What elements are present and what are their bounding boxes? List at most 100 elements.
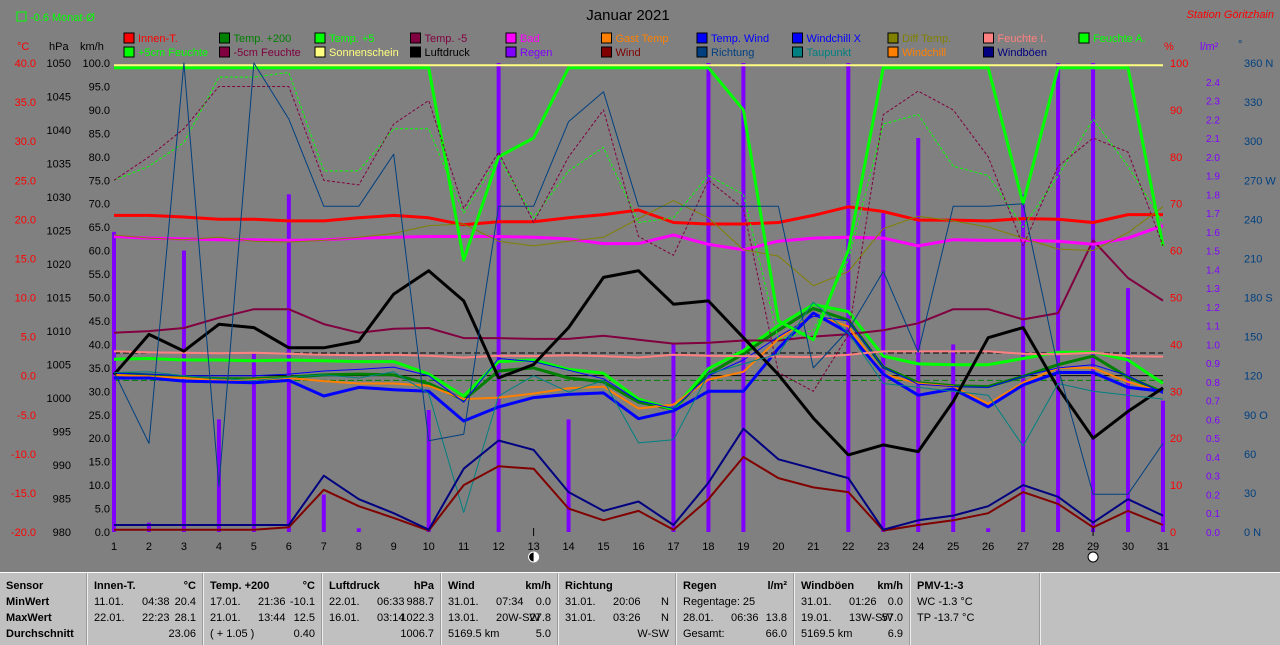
stats-unit: km/h	[525, 580, 551, 592]
hum-tick: 0	[1170, 527, 1176, 539]
press-tick: 1015	[47, 293, 71, 305]
dir-tick: 180 S	[1244, 293, 1273, 305]
dir-tick: 210	[1244, 253, 1262, 265]
rain-bar	[251, 353, 256, 532]
legend-label: Windböen	[998, 47, 1048, 59]
day-tick: 14	[562, 541, 574, 553]
legend-swatch	[887, 46, 899, 58]
legend-label: Regen	[520, 47, 552, 59]
rain-tick: 0.7	[1206, 397, 1220, 408]
press-tick: 1045	[47, 92, 71, 104]
hum-tick: 100	[1170, 58, 1188, 70]
monthly-indicator: -0.6 Monat-Ø	[30, 12, 95, 24]
temp-tick: 30.0	[15, 136, 36, 148]
wind-tick: 45.0	[89, 316, 110, 328]
stats-row: 23.06	[94, 626, 198, 642]
stats-row: TP -13.7 °C	[917, 610, 1035, 626]
stats-header: Wind km/h	[448, 578, 553, 594]
stats-row	[917, 626, 1035, 642]
rain-tick: 0.8	[1206, 378, 1220, 389]
rain-tick: 2.0	[1206, 153, 1220, 164]
stats-header: Luftdruck hPa	[329, 578, 436, 594]
legend-swatch	[983, 46, 994, 58]
press-tick: 1005	[47, 360, 71, 372]
stats-row: 5169.5 km 6.9	[801, 626, 905, 642]
rain-bar	[671, 344, 676, 532]
rain-bar	[496, 63, 501, 532]
day-tick: 8	[356, 541, 362, 553]
dir-tick: 60	[1244, 449, 1256, 461]
stats-cell-value: 1022.3	[400, 612, 434, 624]
series-line-innen-t-	[114, 205, 1163, 227]
stats-block: PMV-1:-3 WC -1.3 °C TP -13.7 °C	[911, 573, 1041, 645]
day-tick: 30	[1122, 541, 1134, 553]
day-tick: 11	[458, 541, 469, 553]
stats-cell-time: 20:06	[613, 596, 641, 608]
series-line-windchill-x	[113, 315, 1164, 409]
rain-tick: 1.7	[1206, 209, 1220, 220]
rain-bar	[986, 528, 991, 532]
temp-tick: 15.0	[15, 253, 36, 265]
temp-tick: -10.0	[11, 449, 36, 461]
series-line-temp-5	[113, 303, 1164, 411]
rain-tick: 0.6	[1206, 415, 1220, 426]
stats-block: Richtung 31.01. 20:06 N 31.01. 03:26 N W-SW	[559, 573, 677, 645]
stats-cell-date: 22.01.	[94, 612, 125, 624]
stats-block: Sensor MinWert MaxWert Durchschnitt	[0, 573, 88, 645]
stats-unit: km/h	[877, 580, 903, 592]
stats-cell-date: 16.01.	[329, 612, 360, 624]
series-line--5cm-feuchte	[113, 71, 1164, 341]
stats-cell-date: 5169.5 km	[801, 628, 853, 640]
series-line--5cm-feuchte	[113, 86, 1164, 392]
temp-tick: 20.0	[15, 214, 36, 226]
dir-tick: 360 N	[1244, 58, 1273, 70]
stats-header: Sensor	[6, 578, 82, 594]
stats-row: 21.01. 13:44 12.5	[210, 610, 317, 626]
rain-bar	[1091, 63, 1096, 532]
stats-row: 28.01. 06:36 13.8	[683, 610, 789, 626]
legend-swatch	[219, 46, 230, 58]
legend-label: Sonnenschein	[329, 47, 399, 59]
day-tick: 24	[912, 541, 924, 553]
wind-tick: 95.0	[89, 81, 110, 93]
wind-tick: 65.0	[89, 222, 110, 234]
series-line-feuchte-i-	[113, 350, 1164, 359]
hum-tick: 50	[1170, 293, 1182, 305]
series-line-luftdruck	[112, 269, 1164, 457]
series-line-wind	[114, 456, 1164, 532]
moon-markers	[528, 528, 1099, 563]
rain-axis-unit: l/m²	[1200, 41, 1219, 53]
dir-tick: 120	[1244, 371, 1262, 383]
rain-bar	[741, 63, 746, 532]
rain-tick: 0.4	[1206, 453, 1220, 464]
series-line-temp-5	[113, 239, 1164, 345]
stats-cell-date: 31.01.	[801, 596, 832, 608]
stats-title: Wind	[448, 580, 475, 592]
stats-title: Temp. +200	[210, 580, 270, 592]
legend-label: Feuchte A.	[1093, 33, 1146, 45]
day-tick: 21	[807, 541, 819, 553]
stats-row: Regentage: 25	[683, 594, 789, 610]
stats-row: 31.01. 03:26 N	[565, 610, 671, 626]
legend-swatch	[983, 32, 994, 44]
stats-row-label: MinWert	[6, 596, 50, 608]
stats-cell-time: 21:36	[258, 596, 286, 608]
rain-bar	[181, 250, 186, 532]
legend-label: Windchill X	[807, 33, 862, 45]
stats-cell-value: N	[661, 612, 669, 624]
legend-swatch	[792, 46, 803, 58]
stats-row-label: Durchschnitt	[6, 628, 74, 640]
station-name: Station Göritzhain	[1187, 9, 1274, 21]
rain-tick: 1.9	[1206, 172, 1220, 183]
day-tick: 6	[286, 541, 292, 553]
press-tick: 1020	[47, 259, 71, 271]
chart-title: Januar 2021	[586, 7, 669, 24]
stats-row: ( + 1.05 ) 0.40	[210, 626, 317, 642]
wind-tick: 35.0	[89, 363, 110, 375]
wind-tick: 80.0	[89, 152, 110, 164]
hum-tick: 10	[1170, 480, 1182, 492]
stats-cell-date: 22.01.	[329, 596, 360, 608]
rain-tick: 2.1	[1206, 134, 1220, 145]
wind-tick: 70.0	[89, 199, 110, 211]
stats-header: Regen l/m²	[683, 578, 789, 594]
